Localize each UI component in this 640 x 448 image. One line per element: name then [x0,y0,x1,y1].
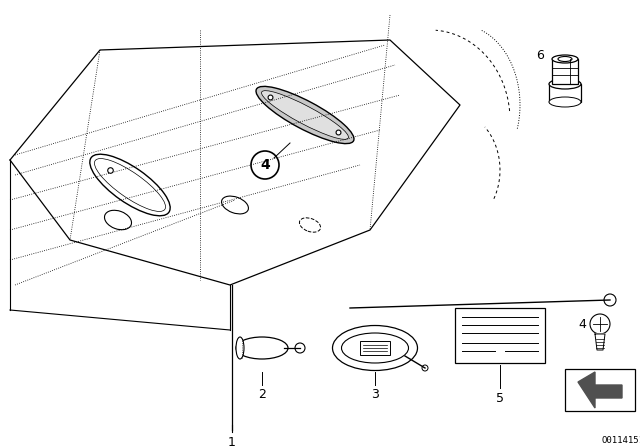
Text: 4: 4 [578,319,586,332]
Text: O0114151: O0114151 [602,435,640,444]
Ellipse shape [300,218,321,232]
Circle shape [604,294,616,306]
Text: 1: 1 [228,435,236,448]
Circle shape [422,365,428,371]
Ellipse shape [333,326,417,370]
Circle shape [590,314,610,334]
FancyBboxPatch shape [360,341,390,355]
Ellipse shape [342,333,408,363]
Circle shape [606,296,614,304]
Circle shape [295,343,305,353]
Text: 6: 6 [536,48,544,61]
Text: 4: 4 [260,158,270,172]
Ellipse shape [95,159,166,211]
Ellipse shape [256,86,354,144]
Ellipse shape [221,196,248,214]
Ellipse shape [262,90,348,139]
Ellipse shape [549,97,581,107]
Ellipse shape [236,337,244,359]
Ellipse shape [552,55,578,63]
Ellipse shape [236,337,288,359]
Ellipse shape [104,210,131,230]
FancyBboxPatch shape [565,369,635,411]
Text: 5: 5 [496,392,504,405]
Text: 3: 3 [371,388,379,401]
FancyBboxPatch shape [552,59,578,84]
Polygon shape [595,334,605,350]
Ellipse shape [90,154,170,216]
Text: 2: 2 [258,388,266,401]
Circle shape [251,151,279,179]
Polygon shape [578,372,622,408]
Ellipse shape [558,56,572,61]
Ellipse shape [549,79,581,89]
FancyBboxPatch shape [455,307,545,362]
FancyBboxPatch shape [549,84,581,102]
